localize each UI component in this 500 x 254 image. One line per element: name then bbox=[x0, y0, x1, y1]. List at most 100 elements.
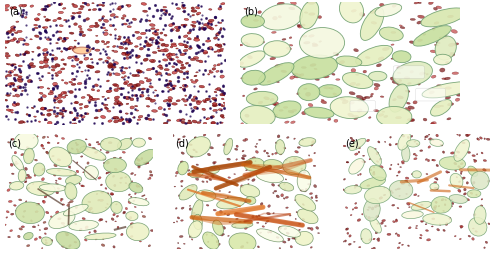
Ellipse shape bbox=[172, 24, 175, 26]
Ellipse shape bbox=[206, 205, 209, 206]
Ellipse shape bbox=[168, 54, 172, 56]
Ellipse shape bbox=[172, 88, 175, 90]
Ellipse shape bbox=[22, 91, 24, 92]
Ellipse shape bbox=[128, 43, 132, 45]
Ellipse shape bbox=[4, 5, 10, 9]
Ellipse shape bbox=[218, 243, 220, 246]
Ellipse shape bbox=[154, 90, 156, 92]
Ellipse shape bbox=[127, 84, 133, 87]
Ellipse shape bbox=[378, 114, 384, 117]
Ellipse shape bbox=[176, 221, 178, 222]
Ellipse shape bbox=[264, 97, 270, 101]
Ellipse shape bbox=[376, 223, 379, 225]
Ellipse shape bbox=[26, 182, 55, 196]
Ellipse shape bbox=[26, 147, 29, 150]
Ellipse shape bbox=[40, 80, 42, 82]
Ellipse shape bbox=[178, 162, 188, 175]
Ellipse shape bbox=[459, 206, 462, 208]
Ellipse shape bbox=[216, 88, 221, 91]
Ellipse shape bbox=[333, 53, 338, 56]
Ellipse shape bbox=[30, 220, 32, 222]
Ellipse shape bbox=[298, 224, 300, 225]
Ellipse shape bbox=[310, 247, 312, 248]
Ellipse shape bbox=[243, 140, 246, 142]
Ellipse shape bbox=[262, 226, 264, 227]
Ellipse shape bbox=[212, 177, 214, 178]
Ellipse shape bbox=[34, 238, 37, 241]
Ellipse shape bbox=[220, 115, 224, 118]
Ellipse shape bbox=[424, 139, 426, 140]
Ellipse shape bbox=[484, 138, 486, 140]
Ellipse shape bbox=[375, 231, 378, 234]
Ellipse shape bbox=[206, 119, 208, 120]
Ellipse shape bbox=[124, 68, 128, 70]
Ellipse shape bbox=[296, 93, 300, 95]
Ellipse shape bbox=[125, 114, 128, 115]
Ellipse shape bbox=[18, 66, 22, 68]
Ellipse shape bbox=[176, 57, 178, 59]
Ellipse shape bbox=[432, 76, 436, 79]
Ellipse shape bbox=[59, 4, 62, 7]
Ellipse shape bbox=[208, 23, 212, 25]
Ellipse shape bbox=[349, 159, 364, 174]
Ellipse shape bbox=[196, 101, 200, 103]
Ellipse shape bbox=[484, 247, 486, 249]
Ellipse shape bbox=[138, 116, 143, 119]
Ellipse shape bbox=[100, 218, 103, 221]
Ellipse shape bbox=[54, 98, 59, 101]
Ellipse shape bbox=[84, 106, 88, 108]
Ellipse shape bbox=[214, 38, 218, 40]
Ellipse shape bbox=[244, 9, 247, 11]
Ellipse shape bbox=[16, 103, 20, 106]
Ellipse shape bbox=[343, 146, 346, 147]
Ellipse shape bbox=[172, 45, 177, 47]
Ellipse shape bbox=[368, 207, 371, 209]
Ellipse shape bbox=[18, 88, 20, 89]
Ellipse shape bbox=[80, 147, 106, 161]
Ellipse shape bbox=[243, 43, 248, 45]
Ellipse shape bbox=[290, 76, 294, 80]
Ellipse shape bbox=[210, 28, 214, 31]
Ellipse shape bbox=[216, 240, 219, 243]
Ellipse shape bbox=[329, 88, 334, 90]
Ellipse shape bbox=[188, 221, 202, 238]
Ellipse shape bbox=[44, 196, 47, 198]
Ellipse shape bbox=[258, 102, 263, 104]
Ellipse shape bbox=[78, 9, 83, 11]
Ellipse shape bbox=[108, 65, 112, 68]
Ellipse shape bbox=[74, 123, 76, 124]
Ellipse shape bbox=[73, 174, 76, 176]
Ellipse shape bbox=[88, 144, 91, 147]
Ellipse shape bbox=[445, 97, 450, 100]
Ellipse shape bbox=[160, 50, 166, 53]
Ellipse shape bbox=[323, 76, 329, 79]
Ellipse shape bbox=[89, 98, 92, 100]
Ellipse shape bbox=[56, 232, 80, 249]
Ellipse shape bbox=[71, 148, 74, 150]
Ellipse shape bbox=[64, 204, 88, 216]
Ellipse shape bbox=[88, 209, 90, 211]
Ellipse shape bbox=[178, 62, 183, 64]
Ellipse shape bbox=[75, 142, 77, 144]
Ellipse shape bbox=[220, 29, 222, 31]
Ellipse shape bbox=[442, 78, 446, 80]
Ellipse shape bbox=[42, 28, 44, 29]
Ellipse shape bbox=[242, 155, 246, 157]
Ellipse shape bbox=[182, 99, 184, 101]
Ellipse shape bbox=[223, 44, 224, 45]
Ellipse shape bbox=[48, 184, 50, 185]
Ellipse shape bbox=[278, 226, 300, 237]
Ellipse shape bbox=[5, 86, 8, 87]
Ellipse shape bbox=[118, 147, 120, 149]
Ellipse shape bbox=[95, 50, 100, 52]
Ellipse shape bbox=[102, 238, 104, 240]
Ellipse shape bbox=[132, 139, 145, 148]
Ellipse shape bbox=[380, 166, 383, 168]
Ellipse shape bbox=[34, 19, 38, 21]
Ellipse shape bbox=[277, 3, 284, 6]
Ellipse shape bbox=[68, 49, 70, 51]
Ellipse shape bbox=[163, 7, 166, 9]
Ellipse shape bbox=[126, 6, 128, 7]
Ellipse shape bbox=[209, 72, 213, 74]
Ellipse shape bbox=[272, 193, 274, 194]
